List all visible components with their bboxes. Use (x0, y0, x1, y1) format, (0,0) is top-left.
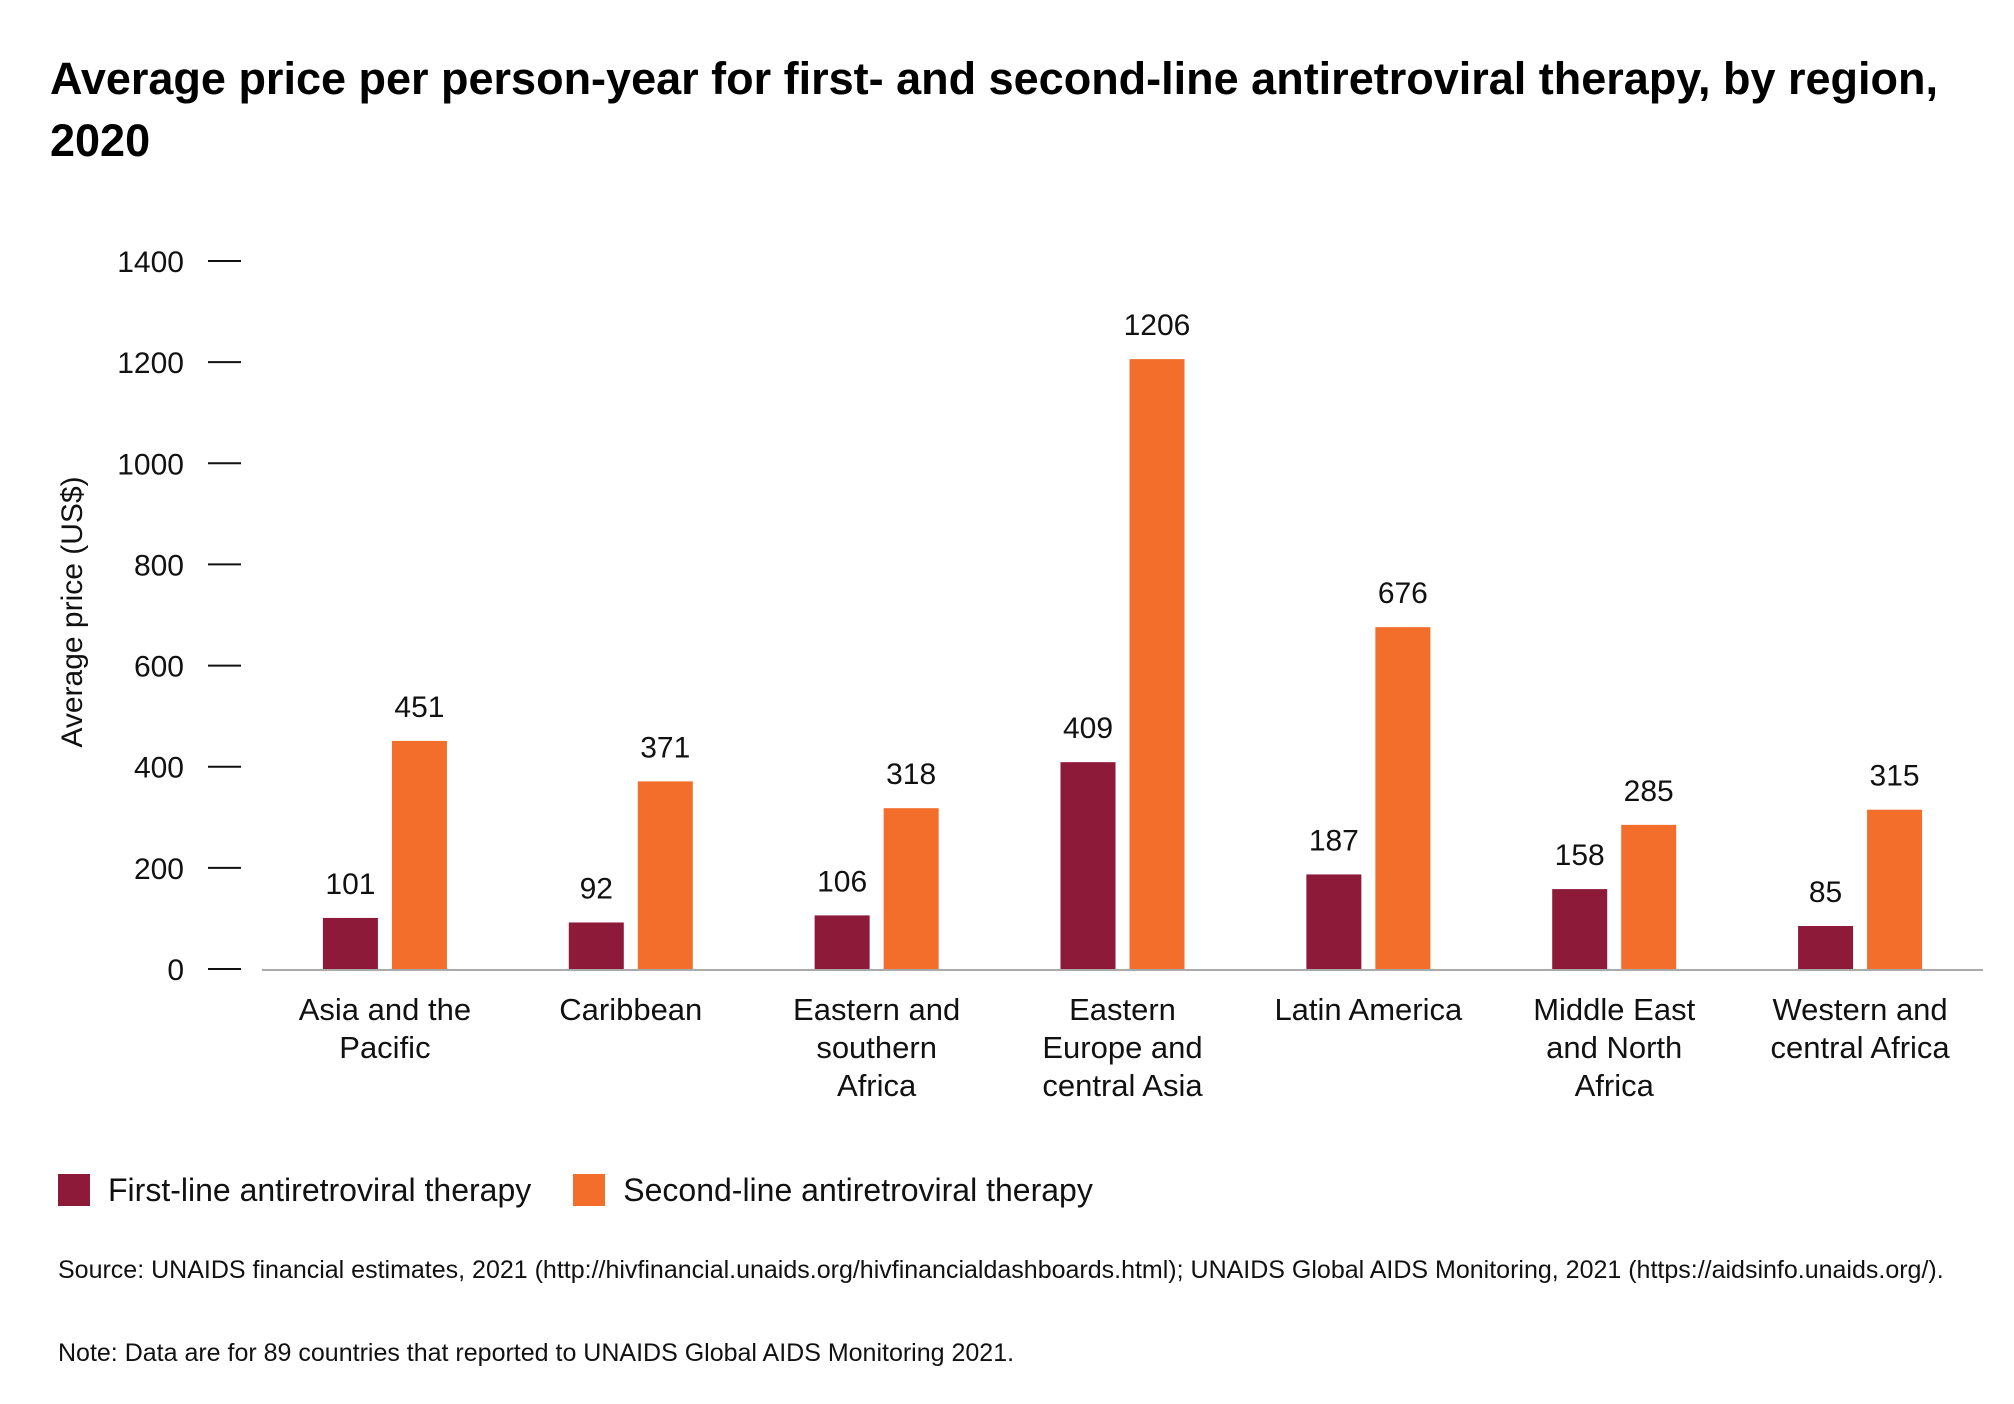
y-tick-label: 600 (134, 651, 184, 684)
y-tick-label: 800 (134, 549, 184, 582)
data-note: Note: Data are for 89 countries that rep… (58, 1339, 1015, 1367)
bar-second-line (391, 740, 447, 969)
x-category-label-line: Africa (1575, 1068, 1655, 1103)
x-category-label-line: and North (1546, 1030, 1682, 1065)
y-tick-label: 400 (134, 752, 184, 785)
x-category-label-line: Europe and (1042, 1030, 1202, 1065)
x-category-label-line: Eastern and (793, 992, 960, 1027)
legend-label-first-line: First-line antiretroviral therapy (108, 1171, 532, 1208)
bar-first-line (814, 915, 870, 969)
x-category-label: Asia and the Pacific (299, 992, 471, 1065)
bar-first-line (568, 922, 624, 969)
bar-second-line (1621, 824, 1677, 969)
x-category-label-line: Caribbean (559, 992, 702, 1027)
data-label-first-line: 85 (1809, 876, 1842, 909)
source-note: Source: UNAIDS financial estimates, 2021… (58, 1256, 1944, 1284)
bar-second-line (637, 781, 693, 969)
data-label-second-line: 315 (1870, 760, 1920, 793)
data-label-second-line: 676 (1378, 577, 1428, 610)
x-category-label-line: Africa (837, 1068, 917, 1103)
legend-label-second-line: Second-line antiretroviral therapy (623, 1171, 1093, 1208)
chart-title: Average price per person-year for first-… (50, 53, 1939, 166)
x-category-label-line: Eastern (1069, 992, 1176, 1027)
bar-first-line (1060, 762, 1116, 969)
legend-item-second-line: Second-line antiretroviral therapy (573, 1172, 1093, 1209)
legend: First-line antiretroviral therapy Second… (58, 1165, 1135, 1215)
x-category-label-line: Asia and the (299, 992, 471, 1027)
data-label-first-line: 106 (817, 865, 867, 898)
x-category-label: Caribbean (559, 992, 702, 1027)
bar-first-line (1552, 889, 1608, 969)
data-label-second-line: 451 (394, 691, 444, 724)
bar-second-line (1375, 627, 1431, 969)
bar-second-line (883, 808, 939, 969)
data-label-second-line: 1206 (1124, 309, 1191, 342)
x-category-label: Eastern Europe and central Asia (1042, 992, 1203, 1103)
bar-second-line (1867, 809, 1923, 969)
x-category-label-line: Western and (1772, 992, 1947, 1027)
data-label-first-line: 101 (325, 868, 375, 901)
bar-chart: Average price (US$) 0 200 400 600 800 1000 1200… (56, 246, 1983, 1103)
data-label-first-line: 409 (1063, 712, 1113, 745)
bar-first-line (1306, 874, 1362, 969)
bar-second-line (1129, 359, 1185, 969)
data-label-second-line: 285 (1624, 775, 1674, 808)
legend-item-first-line: First-line antiretroviral therapy (58, 1172, 531, 1209)
x-category-label: Eastern and southern Africa (793, 992, 960, 1103)
legend-swatch-first-line (58, 1174, 90, 1206)
data-label-second-line: 371 (640, 731, 690, 764)
x-category-label: Latin America (1274, 992, 1463, 1027)
y-tick-label: 1000 (117, 448, 184, 481)
x-category-label-line: central Africa (1770, 1030, 1950, 1065)
data-label-first-line: 187 (1309, 824, 1359, 857)
x-category-label-line: Middle East (1533, 992, 1695, 1027)
x-category-label: Middle East and North Africa (1533, 992, 1695, 1103)
bar-first-line (322, 917, 378, 969)
x-category-label-line: central Asia (1042, 1068, 1203, 1103)
data-label-first-line: 92 (580, 872, 613, 905)
y-tick-label: 1200 (117, 347, 184, 380)
y-tick-label: 200 (134, 853, 184, 886)
y-tick-label: 1400 (117, 246, 184, 279)
x-category-label-line: southern (816, 1030, 937, 1065)
x-category-label-line: Latin America (1274, 992, 1463, 1027)
bar-first-line (1798, 926, 1854, 969)
x-category-label: Western and central Africa (1770, 992, 1950, 1065)
x-category-label-line: Pacific (339, 1030, 430, 1065)
data-label-second-line: 318 (886, 758, 936, 791)
y-tick-label: 0 (167, 954, 184, 987)
y-axis-label: Average price (US$) (56, 476, 89, 747)
legend-swatch-second-line (573, 1174, 606, 1206)
data-label-first-line: 158 (1555, 839, 1605, 872)
